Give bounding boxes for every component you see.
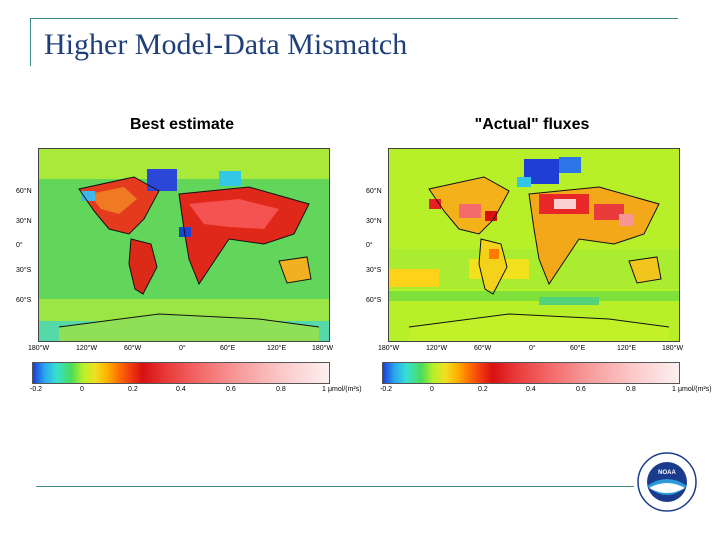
- lon-label: 0°: [179, 345, 186, 352]
- lon-label: 120°W: [76, 345, 98, 352]
- slide-title: Higher Model-Data Mismatch: [44, 28, 408, 61]
- panel-title: "Actual" fluxes: [474, 116, 590, 133]
- lon-label: 60°E: [220, 345, 236, 352]
- colorbar-tick: 1: [672, 386, 676, 393]
- lat-label: 0°: [366, 242, 373, 249]
- lon-label: 180°W: [378, 345, 400, 352]
- flux-map-graphic: [389, 149, 679, 341]
- lat-label: 30°N: [16, 218, 32, 225]
- lon-label: 120°E: [617, 345, 637, 352]
- flux-map-graphic: [39, 149, 329, 341]
- lon-label: 60°E: [570, 345, 586, 352]
- lon-label: 60°W: [124, 345, 142, 352]
- colorbar: [382, 362, 680, 384]
- lat-label: 60°S: [16, 297, 32, 304]
- colorbar-tick: 0.4: [526, 386, 536, 393]
- colorbar-tick: 0.2: [478, 386, 488, 393]
- colorbar-unit: μmol/(m²s): [328, 386, 362, 393]
- panel-best-estimate: Best estimate 60°N: [16, 112, 362, 402]
- lon-label: 180°W: [28, 345, 50, 352]
- lat-label: 0°: [16, 242, 23, 249]
- colorbar-tick: -0.2: [30, 386, 43, 393]
- bottom-rule: [36, 486, 634, 487]
- colorbar-unit: μmol/(m²s): [678, 386, 712, 393]
- colorbar-tick: -0.2: [380, 386, 393, 393]
- lon-label: 0°: [529, 345, 536, 352]
- colorbar-tick: 0.2: [128, 386, 138, 393]
- lat-label: 30°S: [16, 267, 32, 274]
- colorbar-tick: 0: [80, 386, 84, 393]
- svg-text:NOAA: NOAA: [658, 470, 676, 476]
- panel-actual-fluxes: "Actual" fluxes: [366, 112, 712, 402]
- lon-label: 60°W: [474, 345, 492, 352]
- flux-map: [388, 148, 680, 342]
- lat-label: 60°N: [366, 188, 382, 195]
- lat-label: 60°S: [366, 297, 382, 304]
- noaa-seal-icon: NOAA: [637, 452, 697, 512]
- flux-map: [38, 148, 330, 342]
- colorbar-tick: 0.4: [176, 386, 186, 393]
- lat-label: 30°N: [366, 218, 382, 225]
- lon-label: 120°W: [426, 345, 448, 352]
- left-rule: [30, 18, 31, 66]
- lon-label: 180°W: [312, 345, 334, 352]
- lat-label: 30°S: [366, 267, 382, 274]
- colorbar-tick: 0.6: [226, 386, 236, 393]
- colorbar-tick: 0.6: [576, 386, 586, 393]
- lon-label: 180°W: [662, 345, 684, 352]
- colorbar-tick: 0: [430, 386, 434, 393]
- colorbar: [32, 362, 330, 384]
- lon-label: 120°E: [267, 345, 287, 352]
- lat-label: 60°N: [16, 188, 32, 195]
- panel-title: Best estimate: [129, 116, 235, 133]
- top-rule: [30, 18, 678, 19]
- colorbar-tick: 0.8: [276, 386, 286, 393]
- colorbar-tick: 1: [322, 386, 326, 393]
- colorbar-tick: 0.8: [626, 386, 636, 393]
